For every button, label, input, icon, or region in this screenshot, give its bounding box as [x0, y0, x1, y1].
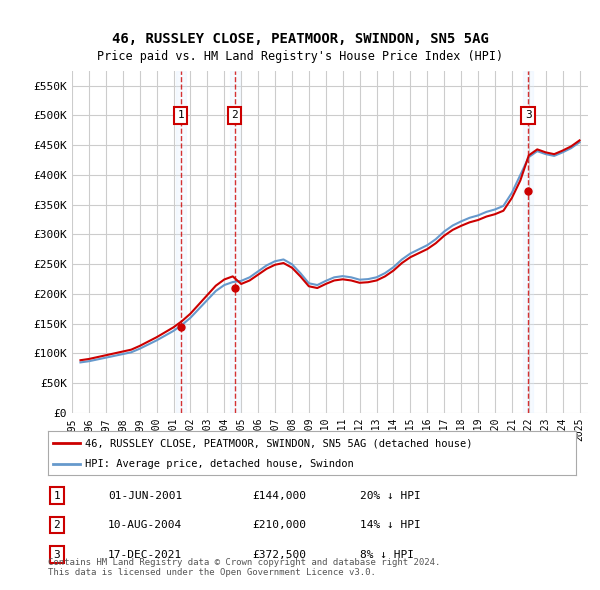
Text: 17-DEC-2021: 17-DEC-2021 [108, 550, 182, 559]
Text: 46, RUSSLEY CLOSE, PEATMOOR, SWINDON, SN5 5AG (detached house): 46, RUSSLEY CLOSE, PEATMOOR, SWINDON, SN… [85, 438, 472, 448]
Text: 01-JUN-2001: 01-JUN-2001 [108, 491, 182, 500]
Text: £144,000: £144,000 [252, 491, 306, 500]
Text: £210,000: £210,000 [252, 520, 306, 530]
Text: 2: 2 [53, 520, 61, 530]
Text: 1: 1 [177, 110, 184, 120]
Text: 2: 2 [231, 110, 238, 120]
Bar [230, 71, 239, 413]
Bar [176, 71, 185, 413]
Text: 3: 3 [525, 110, 532, 120]
Text: 14% ↓ HPI: 14% ↓ HPI [360, 520, 421, 530]
Text: Contains HM Land Registry data © Crown copyright and database right 2024.
This d: Contains HM Land Registry data © Crown c… [48, 558, 440, 577]
Text: 1: 1 [53, 491, 61, 500]
Text: 46, RUSSLEY CLOSE, PEATMOOR, SWINDON, SN5 5AG: 46, RUSSLEY CLOSE, PEATMOOR, SWINDON, SN… [112, 32, 488, 47]
Text: 8% ↓ HPI: 8% ↓ HPI [360, 550, 414, 559]
Text: 3: 3 [53, 550, 61, 559]
Text: 10-AUG-2004: 10-AUG-2004 [108, 520, 182, 530]
Text: 20% ↓ HPI: 20% ↓ HPI [360, 491, 421, 500]
Text: HPI: Average price, detached house, Swindon: HPI: Average price, detached house, Swin… [85, 459, 354, 469]
Text: Price paid vs. HM Land Registry's House Price Index (HPI): Price paid vs. HM Land Registry's House … [97, 50, 503, 63]
Bar [523, 71, 533, 413]
Text: £372,500: £372,500 [252, 550, 306, 559]
